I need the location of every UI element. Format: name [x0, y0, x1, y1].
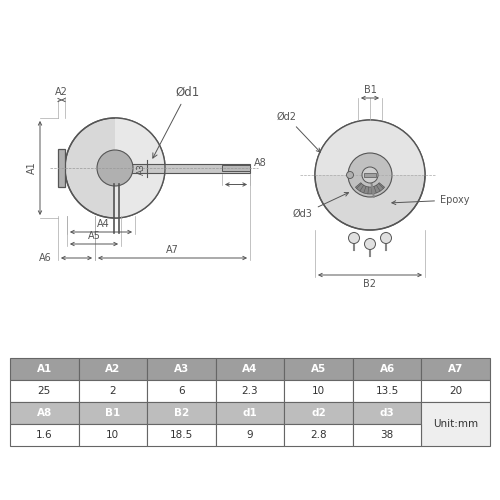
Circle shape	[380, 232, 392, 243]
Bar	[147, 424, 216, 446]
Text: 2: 2	[110, 386, 116, 396]
Text: d3: d3	[380, 408, 394, 418]
Text: 10: 10	[106, 430, 120, 440]
Bar	[147, 402, 216, 424]
Bar	[216, 424, 284, 446]
Bar	[353, 380, 422, 402]
Text: 6: 6	[178, 386, 184, 396]
Text: A6: A6	[39, 253, 52, 263]
Text: 38: 38	[380, 430, 394, 440]
Bar	[131, 164, 250, 172]
Bar	[78, 380, 147, 402]
Text: A3: A3	[136, 163, 145, 175]
Text: 2.8: 2.8	[310, 430, 327, 440]
Text: A7: A7	[166, 245, 179, 255]
Bar	[216, 358, 284, 380]
Circle shape	[97, 150, 133, 186]
Text: A1: A1	[36, 364, 52, 374]
Bar	[10, 424, 78, 446]
Polygon shape	[315, 120, 425, 175]
Bar	[284, 402, 353, 424]
Bar	[216, 402, 284, 424]
Text: A5: A5	[88, 231, 101, 241]
Text: Ød1: Ød1	[153, 86, 199, 158]
Text: 20: 20	[449, 386, 462, 396]
Text: 9: 9	[246, 430, 254, 440]
Text: 10: 10	[312, 386, 325, 396]
Circle shape	[315, 120, 425, 230]
Bar	[422, 358, 490, 380]
Text: 13.5: 13.5	[376, 386, 399, 396]
Bar	[78, 424, 147, 446]
Bar	[147, 380, 216, 402]
Bar	[422, 402, 490, 446]
Bar	[422, 380, 490, 402]
Text: B1: B1	[105, 408, 120, 418]
Text: A4: A4	[242, 364, 258, 374]
Polygon shape	[356, 182, 384, 194]
Text: A6: A6	[380, 364, 395, 374]
Text: A2: A2	[55, 87, 68, 97]
Text: A7: A7	[448, 364, 464, 374]
Text: B2: B2	[364, 279, 376, 289]
Bar	[10, 380, 78, 402]
Bar	[284, 424, 353, 446]
Bar	[216, 380, 284, 402]
Text: Ød2: Ød2	[277, 112, 320, 152]
Text: d1: d1	[242, 408, 258, 418]
Text: 25: 25	[38, 386, 51, 396]
Circle shape	[364, 238, 376, 250]
Bar	[364, 173, 376, 177]
Bar	[284, 380, 353, 402]
Text: A8: A8	[36, 408, 52, 418]
Bar	[10, 358, 78, 380]
Bar	[58, 149, 65, 187]
Bar	[353, 424, 422, 446]
Circle shape	[362, 167, 378, 183]
Circle shape	[348, 232, 360, 243]
Text: 18.5: 18.5	[170, 430, 193, 440]
Text: Ød3: Ød3	[293, 192, 348, 219]
Text: Unit:mm: Unit:mm	[433, 419, 478, 429]
Bar	[78, 402, 147, 424]
Bar	[222, 165, 250, 171]
Circle shape	[346, 172, 354, 178]
Bar	[353, 358, 422, 380]
Circle shape	[65, 118, 165, 218]
Bar	[78, 358, 147, 380]
Bar	[353, 402, 422, 424]
Text: A1: A1	[27, 162, 37, 174]
Bar	[10, 402, 78, 424]
Text: d2: d2	[311, 408, 326, 418]
Text: B2: B2	[174, 408, 189, 418]
Text: A2: A2	[105, 364, 120, 374]
Text: A8: A8	[254, 158, 266, 168]
Text: B1: B1	[364, 85, 376, 95]
Text: A4: A4	[96, 219, 110, 229]
Circle shape	[348, 153, 392, 197]
Bar	[284, 358, 353, 380]
Text: Epoxy: Epoxy	[392, 195, 469, 205]
Text: 2.3: 2.3	[242, 386, 258, 396]
Polygon shape	[115, 118, 165, 218]
Text: A5: A5	[311, 364, 326, 374]
Text: A3: A3	[174, 364, 189, 374]
Text: 1.6: 1.6	[36, 430, 52, 440]
Bar	[147, 358, 216, 380]
